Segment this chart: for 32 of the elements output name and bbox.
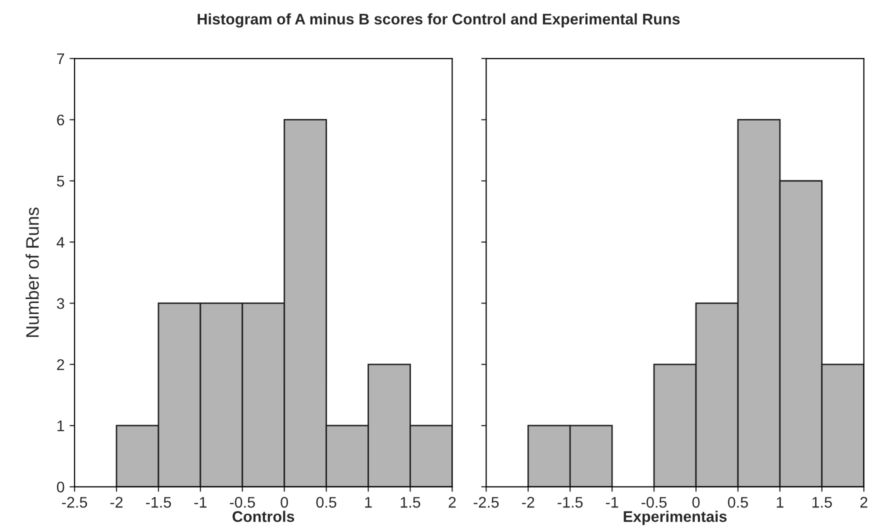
y-tick-label: 2: [57, 359, 64, 370]
x-tick-label: 2: [860, 496, 868, 508]
x-tick-label: -2: [522, 496, 534, 508]
y-tick-label: 7: [57, 54, 64, 64]
x-tick-label: 1.5: [812, 497, 832, 508]
y-tick-label: 1: [57, 420, 64, 432]
x-tick-label: -1: [194, 497, 206, 508]
x-tick-label: 0.5: [728, 496, 748, 508]
x-tick-label: 1.5: [400, 497, 420, 508]
y-tick-label: 3: [56, 298, 64, 309]
x-tick-label: -1.5: [146, 497, 171, 508]
x-tick-label: -1.5: [558, 497, 583, 508]
x-tick-label: 2: [448, 496, 456, 508]
y-tick-label: 4: [56, 237, 64, 248]
x-axis-title: Experimentais: [624, 510, 727, 525]
x-tick-label: -1: [606, 497, 618, 508]
x-tick-label: 1: [776, 497, 784, 508]
x-tick-label: -0.5: [642, 496, 667, 508]
y-tick-label: 5: [56, 176, 64, 187]
y-axis-title: Number of Runs: [26, 208, 39, 337]
x-axis-title: Controls: [232, 510, 294, 522]
x-tick-label: 0: [692, 496, 700, 508]
x-tick-label: 0.5: [316, 496, 336, 508]
x-tick-label: -2: [110, 496, 123, 508]
y-tick-label: 6: [57, 114, 64, 126]
y-tick-label: 0: [56, 482, 64, 492]
x-tick-label: 1: [365, 497, 372, 508]
x-tick-label: -2.5: [62, 496, 88, 508]
chart-title: Histogram of A minus B scores for Control and Experimental Runs: [198, 13, 680, 28]
x-tick-label: -0.5: [230, 496, 255, 508]
x-tick-label: 0: [280, 496, 288, 508]
x-tick-label: -2.5: [474, 496, 499, 508]
